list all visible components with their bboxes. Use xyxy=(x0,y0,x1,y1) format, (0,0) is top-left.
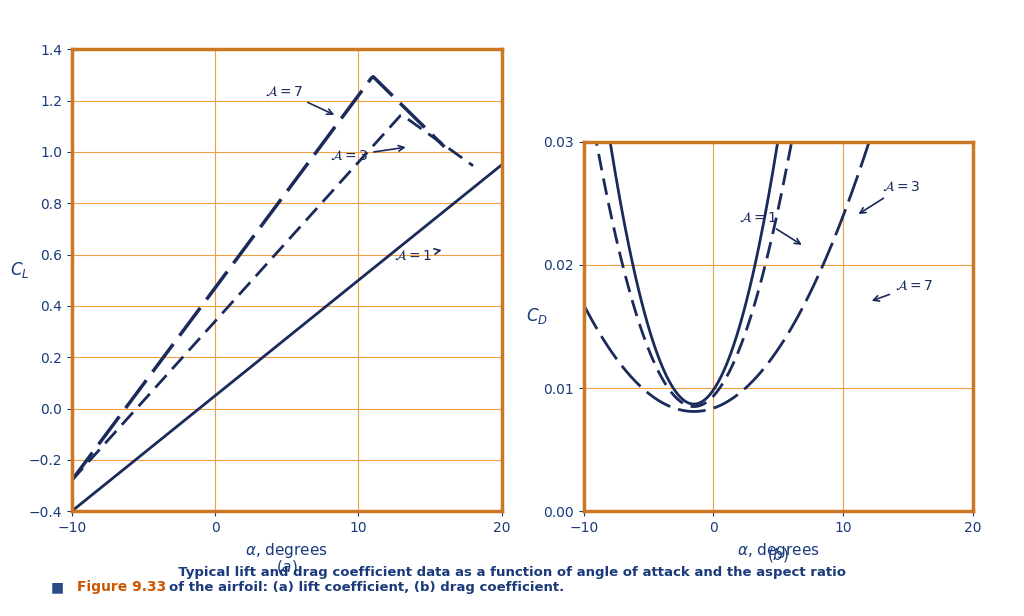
Text: ■: ■ xyxy=(51,580,70,594)
Text: $\mathcal{A} = 3$: $\mathcal{A} = 3$ xyxy=(860,180,921,213)
Text: $\mathcal{A} = 1$: $\mathcal{A} = 1$ xyxy=(739,211,800,244)
Text: Figure 9.33: Figure 9.33 xyxy=(77,580,166,594)
Text: $(b)$: $(b)$ xyxy=(767,546,790,564)
Text: Typical lift and drag coefficient data as a function of angle of attack and the : Typical lift and drag coefficient data a… xyxy=(169,566,846,594)
Text: $\mathcal{A} = 1$: $\mathcal{A} = 1$ xyxy=(394,249,440,263)
X-axis label: $\alpha$, degrees: $\alpha$, degrees xyxy=(737,541,819,559)
Text: $\mathcal{A} = 7$: $\mathcal{A} = 7$ xyxy=(265,84,333,114)
Y-axis label: $C_L$: $C_L$ xyxy=(10,261,30,280)
Text: $(a)$: $(a)$ xyxy=(275,558,298,576)
Text: $\mathcal{A} = 3$: $\mathcal{A} = 3$ xyxy=(330,145,404,163)
X-axis label: $\alpha$, degrees: $\alpha$, degrees xyxy=(246,541,328,559)
Text: $\mathcal{A} = 7$: $\mathcal{A} = 7$ xyxy=(873,278,934,301)
Y-axis label: $C_D$: $C_D$ xyxy=(526,307,548,326)
